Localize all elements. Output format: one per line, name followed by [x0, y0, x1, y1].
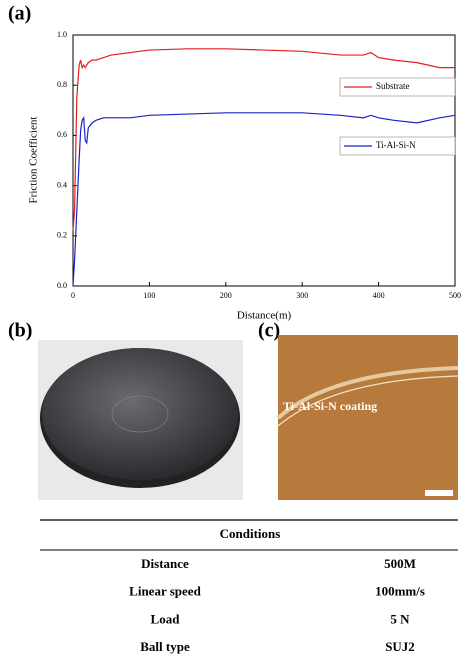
table-cell: Load — [151, 611, 181, 626]
wear-track — [111, 395, 169, 433]
panel-label: (b) — [8, 320, 32, 342]
legend-label: Ti-Al-Si-N — [376, 140, 416, 150]
legend-label: Substrate — [376, 81, 410, 91]
table-cell: 100mm/s — [375, 584, 425, 599]
legend-box — [339, 136, 456, 156]
table-header: Conditions — [220, 526, 281, 541]
y-tick-label: 0.4 — [57, 180, 67, 189]
y-tick-label: 0.0 — [57, 281, 67, 290]
micrograph-label: Ti-Al-Si-N coating — [283, 399, 377, 413]
micrograph — [278, 335, 458, 500]
disc — [42, 348, 238, 480]
data-line — [72, 48, 455, 231]
coating-layer — [276, 366, 459, 420]
y-tick-label: 0.8 — [57, 80, 67, 89]
panel-label: (a) — [8, 3, 31, 25]
x-tick-label: 300 — [296, 291, 308, 300]
legend-box — [339, 77, 456, 97]
table-cell: Linear speed — [129, 584, 201, 599]
x-tick-label: 500 — [449, 291, 461, 300]
table-cell: 5 N — [390, 611, 410, 626]
coating-edge — [277, 375, 459, 427]
data-line — [72, 112, 456, 287]
x-tick-label: 200 — [220, 291, 232, 300]
chart: 0.0 0.2 0.4 0.6 0.8 1.0 0 100 200 300 400 500 Substr… — [57, 30, 461, 300]
y-tick-label: 0.6 — [57, 130, 67, 139]
panel-label: (c) — [258, 320, 280, 342]
y-tick-label: 1.0 — [57, 30, 67, 39]
table-cell: Ball type — [140, 639, 190, 654]
x-axis-label: Distance(m) — [237, 310, 292, 322]
table-body: Distance 500M Linear speed 100mm/s Load 5 N Ba… — [129, 556, 425, 654]
y-tick-label: 0.2 — [57, 231, 67, 240]
table-cell: SUJ2 — [385, 639, 415, 654]
scale-bar — [425, 490, 453, 496]
x-tick-label: 0 — [71, 291, 75, 300]
table-cell: 500M — [384, 556, 416, 571]
y-axis-label: Friction Coefficient — [28, 117, 40, 204]
table-cell: Distance — [141, 556, 189, 571]
x-tick-label: 400 — [373, 291, 385, 300]
plot-frame — [72, 34, 456, 287]
x-tick-label: 100 — [143, 291, 155, 300]
